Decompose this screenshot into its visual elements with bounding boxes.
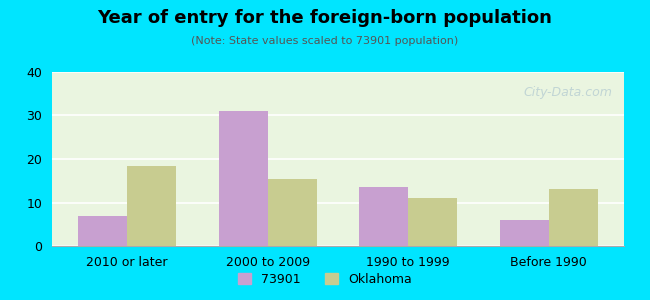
Bar bbox=[549, 190, 598, 246]
Bar bbox=[268, 178, 317, 246]
Bar bbox=[78, 215, 127, 246]
Text: City-Data.com: City-Data.com bbox=[524, 86, 612, 99]
Bar bbox=[127, 166, 176, 246]
Text: (Note: State values scaled to 73901 population): (Note: State values scaled to 73901 popu… bbox=[191, 36, 459, 46]
Bar bbox=[218, 111, 268, 246]
Bar bbox=[408, 198, 458, 246]
Text: Year of entry for the foreign-born population: Year of entry for the foreign-born popul… bbox=[98, 9, 552, 27]
Legend: 73901, Oklahoma: 73901, Oklahoma bbox=[233, 268, 417, 291]
Bar bbox=[359, 187, 408, 246]
Bar bbox=[500, 220, 549, 246]
